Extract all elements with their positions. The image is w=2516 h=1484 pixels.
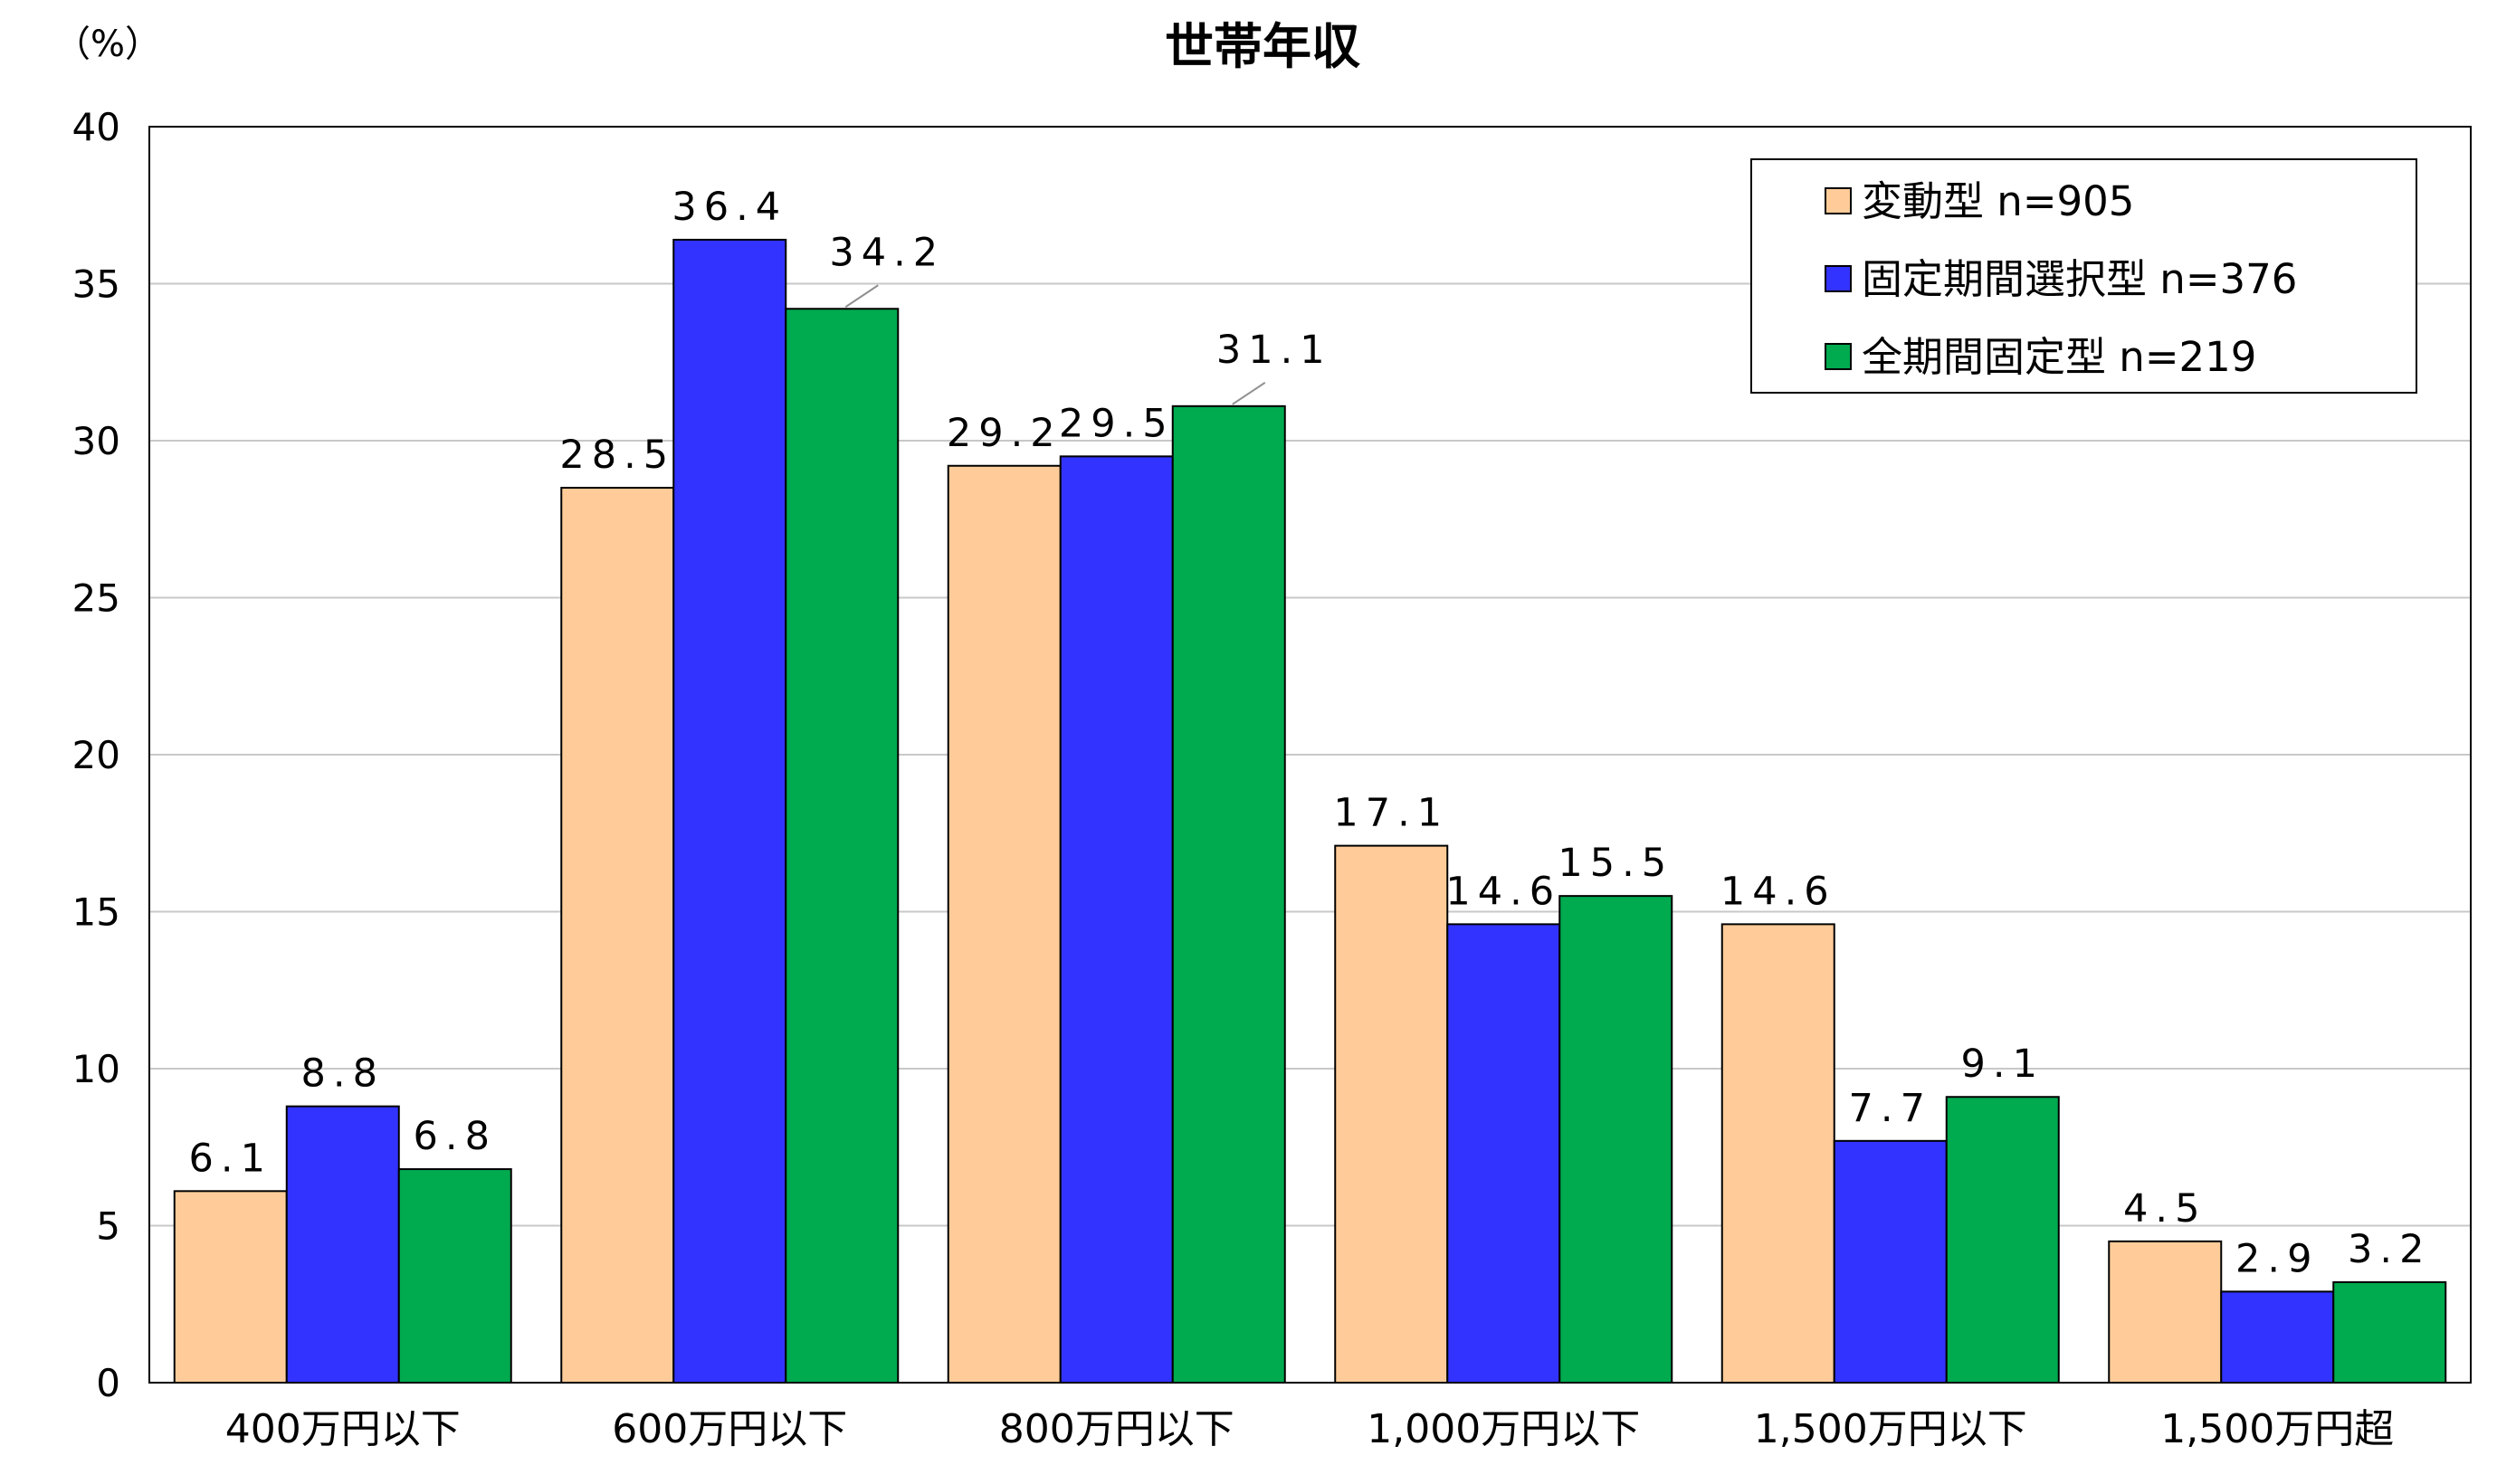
data-label: 3.2 — [2348, 1227, 2431, 1272]
y-tick-label: 15 — [72, 890, 120, 935]
bar — [397, 1168, 512, 1384]
data-label: 34.2 — [829, 230, 945, 275]
data-label-leader — [844, 284, 879, 309]
bar — [2220, 1290, 2335, 1384]
legend-box — [1750, 158, 2417, 394]
data-label: 4.5 — [2123, 1186, 2206, 1232]
data-label: 31.1 — [1216, 328, 1332, 373]
legend-swatch — [1825, 343, 1852, 370]
y-tick-label: 20 — [72, 733, 120, 777]
bar — [2332, 1280, 2447, 1384]
legend-swatch — [1825, 187, 1852, 214]
plot-area-frame — [148, 126, 2472, 1384]
bar — [560, 487, 675, 1384]
data-label-leader — [1232, 381, 1266, 405]
data-label: 8.8 — [301, 1051, 385, 1097]
legend-label: 全期間固定型 n=219 — [1862, 333, 2256, 381]
x-tick-label: 1,500万円以下 — [1754, 1406, 2027, 1452]
y-tick-label: 30 — [72, 419, 120, 463]
data-label: 28.5 — [559, 433, 675, 478]
axes: 0 5 10 15 20 25 30 35 40 400万円以下 600万円以下 800万円以下 1,0… — [72, 105, 2472, 1452]
data-label: 7.7 — [1849, 1086, 1932, 1131]
x-tick-label: 800万円以下 — [999, 1406, 1234, 1452]
bar — [1945, 1096, 2060, 1384]
data-label: 29.2 — [947, 411, 1063, 456]
bar — [2108, 1240, 2223, 1384]
chart-title: 世帯年収 — [1165, 18, 1360, 75]
x-tick-label: 600万円以下 — [612, 1406, 847, 1452]
y-tick-label: 10 — [72, 1047, 120, 1091]
bar — [947, 464, 1062, 1384]
gridlines — [149, 282, 2471, 1227]
bar — [285, 1105, 400, 1384]
bars — [173, 238, 2447, 1384]
x-tick-label: 1,000万円以下 — [1367, 1406, 1640, 1452]
legend-swatch — [1825, 265, 1852, 292]
bar — [785, 308, 900, 1384]
data-labels: 6.1 8.8 6.8 28.5 36.4 34.2 29.229.5 31.1 17.1 14.… — [189, 185, 2431, 1281]
x-tick-label: 400万円以下 — [225, 1406, 461, 1452]
bar — [1833, 1139, 1948, 1384]
data-label: 29.5 — [1059, 401, 1175, 446]
data-label: 14.6 — [1720, 869, 1836, 914]
bar — [173, 1190, 288, 1384]
bar — [1171, 404, 1286, 1384]
y-axis-unit-label: （%） — [54, 24, 161, 65]
bar — [672, 238, 787, 1384]
data-label: 14.6 — [1445, 869, 1561, 914]
bar — [1720, 923, 1835, 1384]
bar — [1059, 455, 1174, 1384]
y-tick-label: 5 — [96, 1204, 120, 1249]
bar — [1446, 923, 1561, 1384]
bar — [1558, 895, 1673, 1384]
data-label: 15.5 — [1558, 841, 1673, 886]
data-label: 36.4 — [672, 185, 787, 230]
legend-label: 固定期間選択型 n=376 — [1862, 255, 2297, 303]
data-label: 6.8 — [414, 1114, 497, 1159]
y-tick-label: 0 — [96, 1361, 120, 1405]
y-tick-label: 40 — [72, 105, 120, 149]
y-tick-label: 25 — [72, 576, 120, 621]
y-tick-label: 35 — [72, 262, 120, 307]
legend: 変動型 n=905 固定期間選択型 n=376 全期間固定型 n=219 — [1750, 158, 2417, 394]
x-tick-label: 1,500万円超 — [2160, 1406, 2394, 1452]
data-label: 17.1 — [1333, 791, 1449, 836]
legend-label: 変動型 n=905 — [1862, 177, 2134, 225]
data-label: 9.1 — [1961, 1042, 2044, 1087]
data-label: 2.9 — [2235, 1236, 2319, 1281]
bar — [1334, 844, 1449, 1384]
data-label: 6.1 — [189, 1136, 272, 1181]
